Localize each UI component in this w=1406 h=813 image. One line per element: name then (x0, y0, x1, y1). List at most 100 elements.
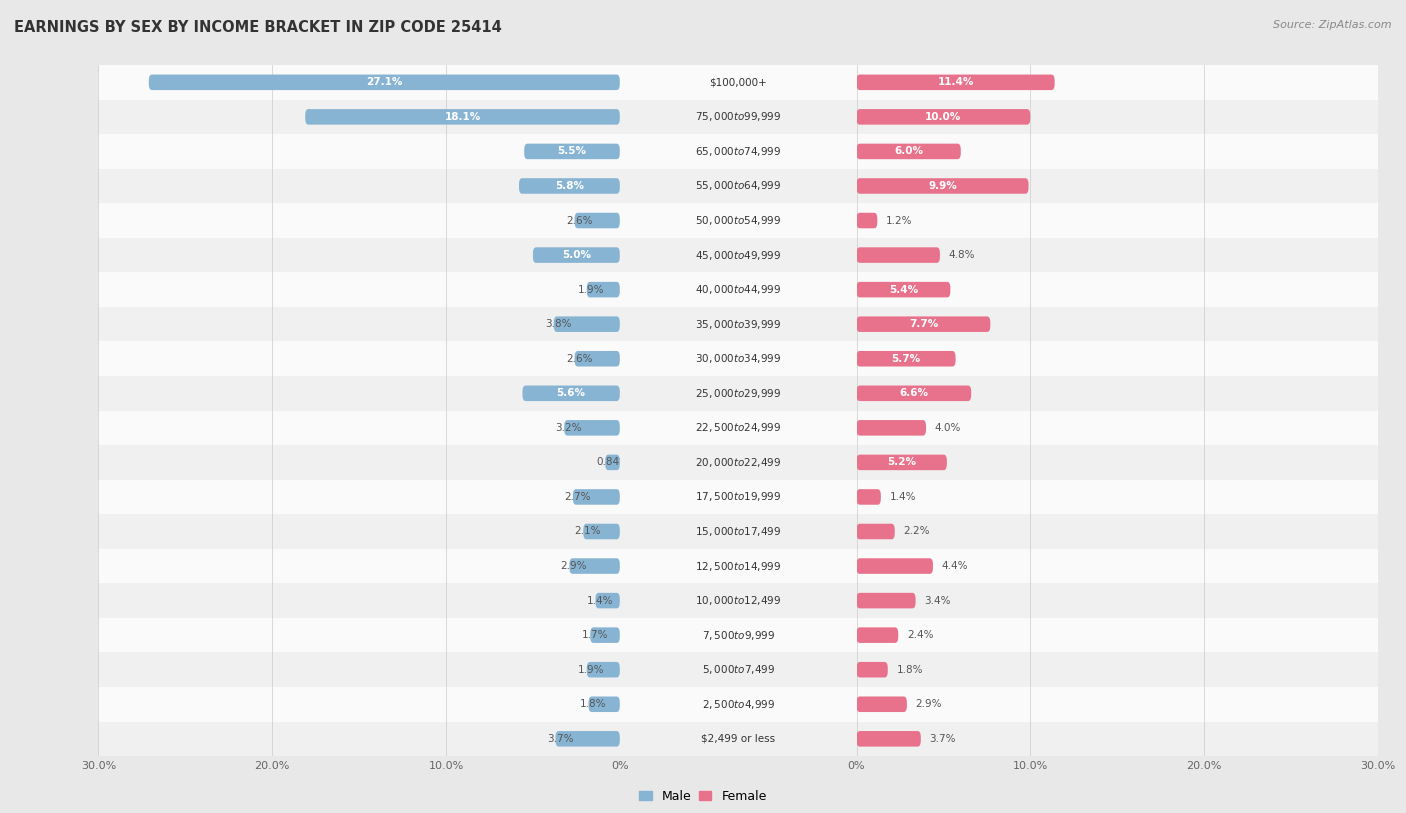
Text: 2.1%: 2.1% (575, 527, 602, 537)
Text: $30,000 to $34,999: $30,000 to $34,999 (695, 352, 782, 365)
Bar (98, 134, 620, 168)
Text: $65,000 to $74,999: $65,000 to $74,999 (695, 145, 782, 158)
Bar (98, 549, 620, 584)
Bar (620, 203, 856, 237)
Bar (856, 203, 1378, 237)
Bar (856, 341, 1378, 376)
Bar (620, 618, 856, 652)
Text: $35,000 to $39,999: $35,000 to $39,999 (695, 318, 782, 331)
Bar (620, 99, 856, 134)
FancyBboxPatch shape (856, 109, 1031, 124)
Text: 6.6%: 6.6% (900, 389, 928, 398)
Text: 1.7%: 1.7% (582, 630, 607, 640)
Text: 1.9%: 1.9% (578, 285, 605, 294)
Text: 2.4%: 2.4% (907, 630, 934, 640)
Text: 27.1%: 27.1% (366, 77, 402, 87)
FancyBboxPatch shape (856, 559, 934, 574)
Bar (98, 722, 620, 756)
FancyBboxPatch shape (524, 144, 620, 159)
Text: $100,000+: $100,000+ (709, 77, 768, 87)
Bar (856, 376, 1378, 411)
Text: 1.4%: 1.4% (586, 596, 613, 606)
Bar (856, 652, 1378, 687)
Text: $45,000 to $49,999: $45,000 to $49,999 (695, 249, 782, 262)
Text: $2,500 to $4,999: $2,500 to $4,999 (702, 698, 775, 711)
Bar (856, 618, 1378, 652)
FancyBboxPatch shape (586, 662, 620, 677)
Bar (856, 99, 1378, 134)
Text: 2.9%: 2.9% (561, 561, 588, 571)
FancyBboxPatch shape (856, 454, 946, 470)
FancyBboxPatch shape (856, 247, 941, 263)
Text: 1.2%: 1.2% (886, 215, 912, 225)
Bar (98, 272, 620, 307)
Text: 2.2%: 2.2% (904, 527, 929, 537)
Bar (856, 272, 1378, 307)
FancyBboxPatch shape (856, 178, 1029, 193)
Text: 0.84%: 0.84% (596, 458, 630, 467)
Text: $17,500 to $19,999: $17,500 to $19,999 (695, 490, 782, 503)
Text: 2.6%: 2.6% (567, 215, 592, 225)
FancyBboxPatch shape (555, 731, 620, 746)
Bar (98, 307, 620, 341)
Text: 3.2%: 3.2% (555, 423, 582, 433)
Bar (98, 584, 620, 618)
Bar (856, 168, 1378, 203)
FancyBboxPatch shape (523, 385, 620, 401)
Bar (98, 445, 620, 480)
FancyBboxPatch shape (856, 316, 990, 332)
Bar (620, 480, 856, 514)
Text: 11.4%: 11.4% (938, 77, 974, 87)
FancyBboxPatch shape (586, 282, 620, 298)
Text: 4.4%: 4.4% (942, 561, 969, 571)
FancyBboxPatch shape (856, 420, 927, 436)
FancyBboxPatch shape (856, 731, 921, 746)
Bar (620, 549, 856, 584)
Text: $22,500 to $24,999: $22,500 to $24,999 (695, 421, 782, 434)
Text: 3.7%: 3.7% (547, 734, 574, 744)
FancyBboxPatch shape (856, 144, 960, 159)
FancyBboxPatch shape (856, 662, 887, 677)
FancyBboxPatch shape (856, 489, 880, 505)
Bar (98, 203, 620, 237)
Text: 5.8%: 5.8% (555, 181, 583, 191)
Bar (620, 237, 856, 272)
FancyBboxPatch shape (591, 628, 620, 643)
FancyBboxPatch shape (856, 385, 972, 401)
Bar (856, 307, 1378, 341)
Bar (856, 65, 1378, 99)
Text: $2,499 or less: $2,499 or less (702, 734, 775, 744)
Bar (856, 134, 1378, 168)
FancyBboxPatch shape (583, 524, 620, 539)
Text: 5.2%: 5.2% (887, 458, 917, 467)
Bar (620, 687, 856, 722)
Text: $15,000 to $17,499: $15,000 to $17,499 (695, 525, 782, 538)
Text: $55,000 to $64,999: $55,000 to $64,999 (695, 180, 782, 193)
FancyBboxPatch shape (575, 351, 620, 367)
Bar (98, 65, 620, 99)
Bar (856, 445, 1378, 480)
Bar (98, 376, 620, 411)
Text: 1.4%: 1.4% (890, 492, 917, 502)
Text: 5.7%: 5.7% (891, 354, 921, 363)
FancyBboxPatch shape (519, 178, 620, 193)
Bar (856, 237, 1378, 272)
Text: $40,000 to $44,999: $40,000 to $44,999 (695, 283, 782, 296)
Text: 4.8%: 4.8% (949, 250, 976, 260)
Bar (98, 652, 620, 687)
Text: 1.9%: 1.9% (578, 665, 605, 675)
Text: $10,000 to $12,499: $10,000 to $12,499 (695, 594, 782, 607)
Text: 10.0%: 10.0% (925, 112, 962, 122)
FancyBboxPatch shape (533, 247, 620, 263)
FancyBboxPatch shape (575, 213, 620, 228)
Bar (856, 584, 1378, 618)
Bar (620, 341, 856, 376)
Text: 1.8%: 1.8% (579, 699, 606, 709)
Text: 5.0%: 5.0% (562, 250, 591, 260)
Bar (620, 514, 856, 549)
Bar (98, 168, 620, 203)
Text: 5.4%: 5.4% (889, 285, 918, 294)
FancyBboxPatch shape (856, 213, 877, 228)
FancyBboxPatch shape (856, 593, 915, 608)
FancyBboxPatch shape (856, 282, 950, 298)
